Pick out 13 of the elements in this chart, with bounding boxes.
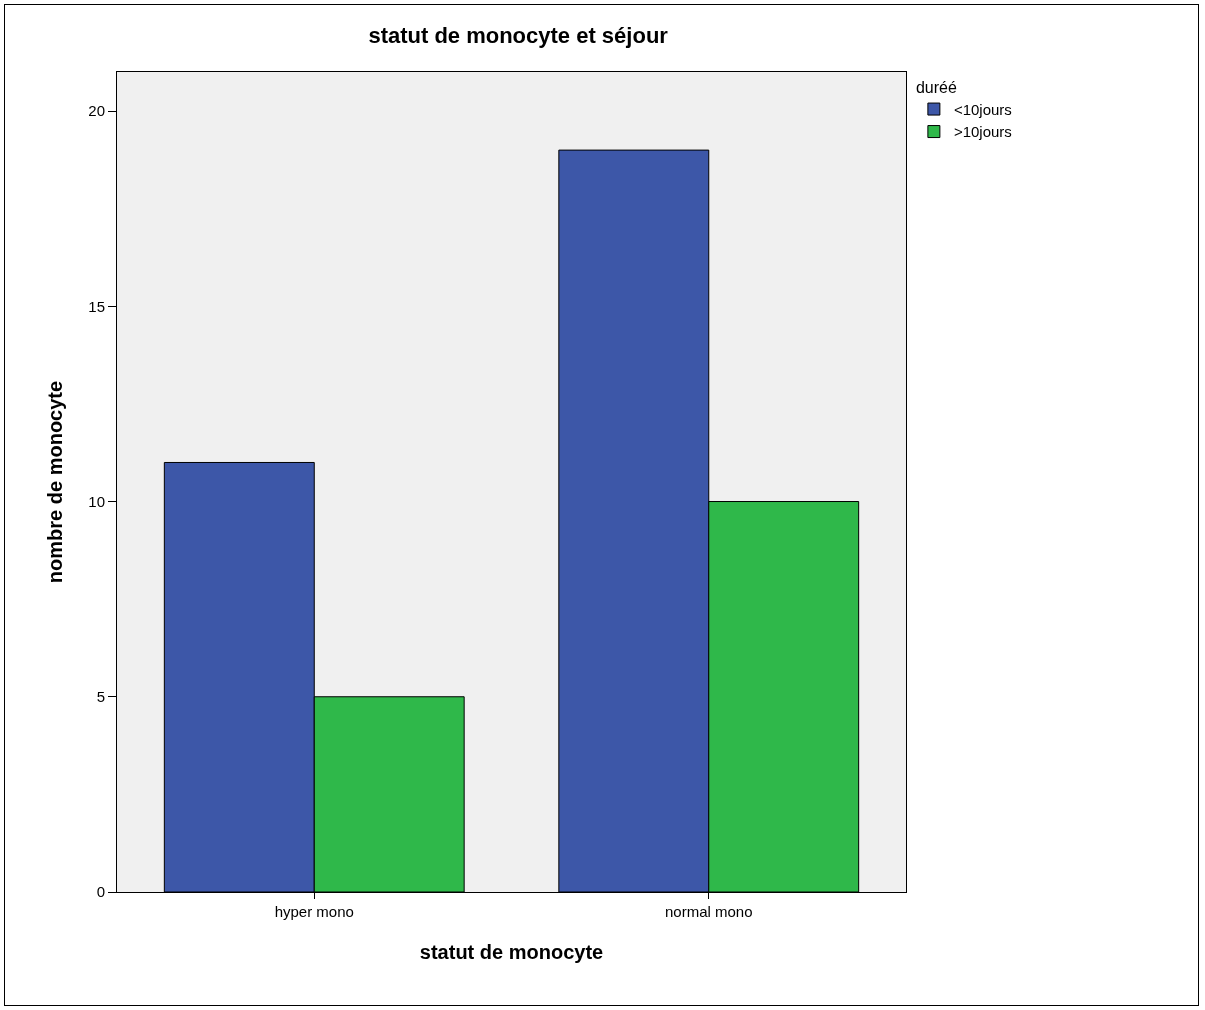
y-tick-label: 15	[88, 297, 105, 315]
y-axis-title: nombre de monocyte	[43, 380, 66, 584]
y-tick-label: 0	[96, 883, 105, 901]
x-tick-label: normal mono	[664, 903, 753, 920]
x-tick-label: hyper mono	[274, 903, 354, 920]
y-tick-label: 5	[96, 688, 105, 706]
y-tick-label: 20	[88, 102, 105, 120]
chart-title: statut de monocyte et séjour	[368, 23, 669, 49]
legend-title: duréé	[915, 78, 957, 96]
x-axis-title: statut de monocyte	[419, 940, 604, 963]
y-tick-label: 10	[88, 492, 105, 510]
legend-label: <10jours	[953, 100, 1012, 118]
legend-label: >10jours	[953, 123, 1012, 141]
